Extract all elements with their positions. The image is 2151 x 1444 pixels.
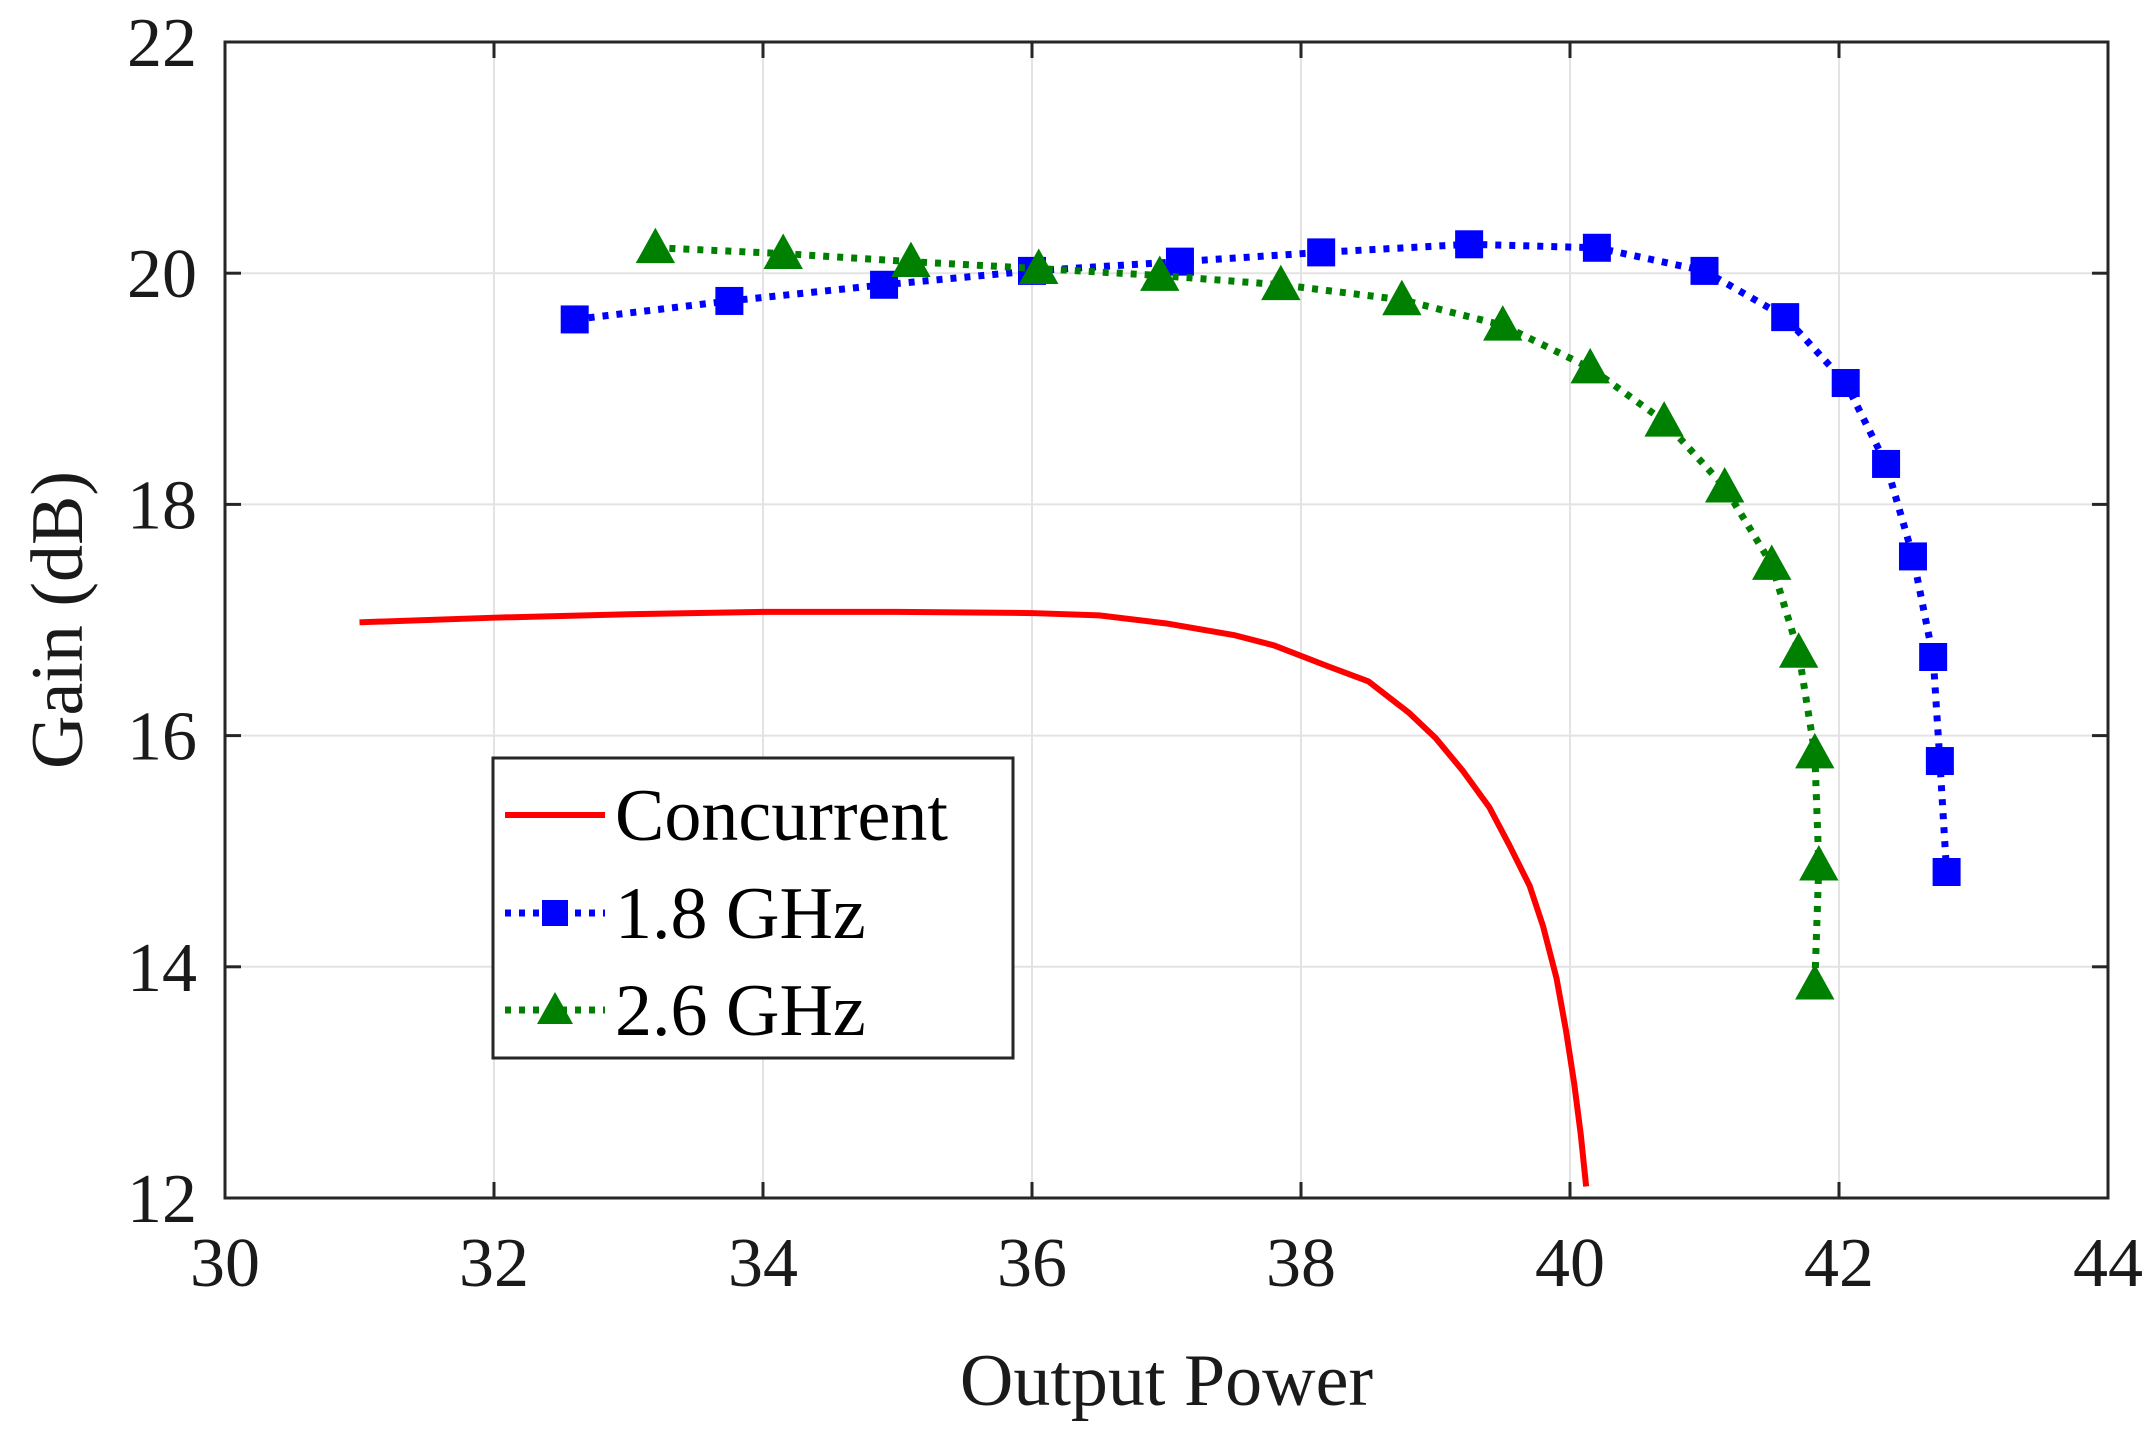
data-point-2-6-ghz: [1382, 279, 1422, 316]
data-point-2-6-ghz: [1570, 347, 1610, 384]
data-point-2-6-ghz: [1644, 401, 1684, 437]
data-point-1-8-ghz: [1898, 542, 1927, 571]
data-point-2-6-ghz: [1778, 632, 1819, 668]
series-layer: [359, 227, 1961, 1187]
data-point-2-6-ghz: [1752, 544, 1792, 580]
legend-marker-triangle: [537, 992, 573, 1024]
data-point-2-6-ghz: [635, 227, 676, 264]
series-1-8-ghz: [560, 230, 1961, 887]
data-point-1-8-ghz: [1925, 747, 1954, 776]
series-line-concurrent: [359, 608, 1590, 1187]
data-point-2-6-ghz: [1704, 467, 1745, 503]
data-point-2-6-ghz: [1261, 264, 1301, 301]
legend-label-concurrent: Concurrent: [615, 775, 948, 857]
data-point-1-8-ghz: [715, 286, 744, 315]
x-tick-label: 44: [2073, 1225, 2143, 1302]
data-point-2-6-ghz: [1799, 845, 1839, 881]
x-tick-label: 30: [190, 1225, 260, 1302]
legend-entry-2-6-ghz: 2.6 GHz: [505, 970, 866, 1052]
data-point-2-6-ghz: [1795, 964, 1835, 1000]
x-tick-label: 42: [1804, 1225, 1874, 1302]
data-point-1-8-ghz: [1455, 230, 1484, 259]
y-tick-label: 14: [127, 930, 197, 1007]
data-point-1-8-ghz: [1771, 303, 1800, 332]
data-point-2-6-ghz: [1795, 732, 1835, 769]
series-2-6-ghz: [635, 227, 1839, 1000]
y-tick-label: 20: [127, 236, 197, 313]
legend-entry-1-8-ghz: 1.8 GHz: [505, 873, 866, 955]
axis-tick-labels: 30 32 34 36 38 40 42 44 12 14 16 18 20 22: [127, 5, 2143, 1302]
series-line-1-8-ghz: [574, 240, 1951, 873]
data-point-2-6-ghz: [1483, 305, 1523, 341]
x-tick-label: 40: [1535, 1225, 1605, 1302]
data-point-1-8-ghz: [1919, 642, 1948, 671]
data-point-1-8-ghz: [1872, 449, 1901, 478]
series-line-2-6-ghz: [655, 244, 1823, 985]
data-point-2-6-ghz: [1019, 248, 1059, 284]
data-point-1-8-ghz: [1165, 247, 1194, 276]
plot-area-frame: [223, 40, 2110, 1200]
data-point-1-8-ghz: [1831, 369, 1860, 398]
x-tick-label: 38: [1266, 1225, 1336, 1302]
legend-entry-concurrent: Concurrent: [505, 775, 948, 857]
x-tick-label: 34: [728, 1225, 798, 1302]
y-tick-label: 12: [127, 1161, 197, 1238]
x-tick-label: 36: [997, 1225, 1067, 1302]
series-concurrent: [359, 608, 1590, 1187]
y-axis-label: Gain (dB): [17, 471, 99, 769]
data-point-1-8-ghz: [560, 305, 589, 334]
y-tick-label: 16: [127, 699, 197, 776]
x-tick-label: 32: [459, 1225, 529, 1302]
x-axis-label: Output Power: [960, 1340, 1373, 1422]
data-point-2-6-ghz: [763, 233, 803, 269]
y-tick-label: 22: [127, 5, 197, 82]
data-point-1-8-ghz: [1307, 238, 1336, 267]
chart-legend: Concurrent 1.8 GHz 2.6 GHz: [491, 756, 1015, 1060]
y-tick-label: 18: [127, 467, 197, 544]
data-point-1-8-ghz: [870, 270, 899, 299]
data-point-1-8-ghz: [1690, 256, 1719, 285]
data-point-1-8-ghz: [1932, 858, 1961, 887]
legend-marker-square: [542, 900, 568, 926]
axis-ticks: [223, 40, 2110, 1200]
legend-label-1-8-ghz: 1.8 GHz: [615, 873, 866, 955]
data-point-2-6-ghz: [1140, 255, 1180, 291]
data-point-1-8-ghz: [1582, 233, 1611, 262]
data-point-2-6-ghz: [891, 241, 931, 278]
legend-label-2-6-ghz: 2.6 GHz: [615, 970, 866, 1052]
